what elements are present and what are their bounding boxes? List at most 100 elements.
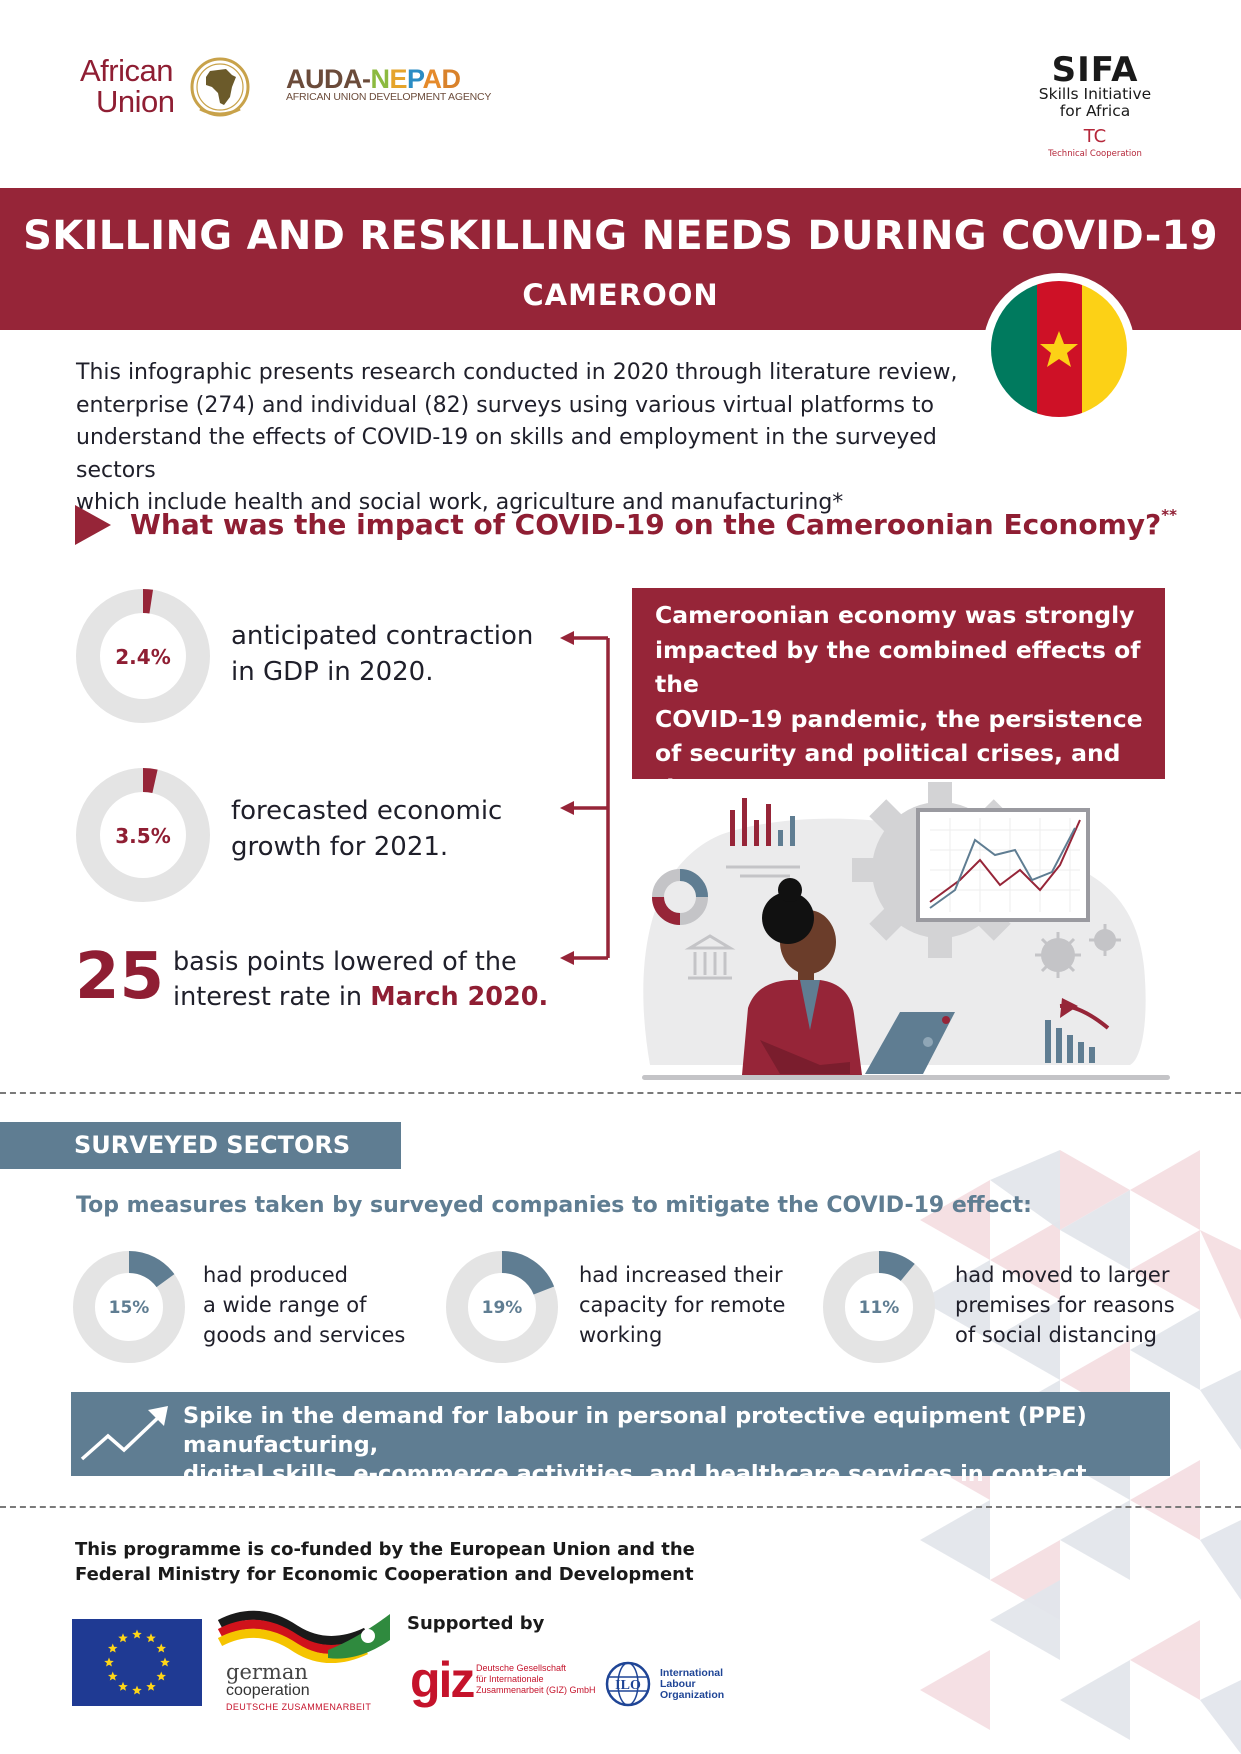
funding-line2: Federal Ministry for Economic Cooperatio…: [75, 1564, 694, 1585]
measure-2-line3: working: [579, 1323, 663, 1347]
sifa-line2: for Africa: [1059, 102, 1131, 120]
labour-demand-box: Spike in the demand for labour in person…: [71, 1392, 1170, 1516]
au-logo-line1: African: [80, 53, 173, 88]
african-union-logo: African Union: [78, 55, 258, 119]
cameroon-flag-icon: [983, 273, 1135, 425]
giz-sub-3: Zusammenarbeit (GIZ) GmbH: [476, 1685, 596, 1695]
play-triangle-icon: [75, 505, 111, 545]
intro-line-2: enterprise (274) and individual (82) sur…: [76, 392, 935, 418]
measure-3-value: 11%: [858, 1298, 900, 1318]
auda-n: N: [370, 64, 391, 94]
measure-1-line1: had produced: [203, 1263, 348, 1287]
impact-box-line1: Cameroonian economy was strongly: [655, 601, 1135, 629]
eu-star-icon: [156, 1643, 166, 1653]
ilo-sub-1: International: [660, 1667, 724, 1679]
giz-wordmark: giz: [410, 1652, 475, 1708]
gdp-contraction-value: 2.4%: [115, 645, 171, 669]
measure-3-line3: of social distancing: [955, 1323, 1158, 1347]
measure-1-line2: a wide range of: [203, 1293, 367, 1317]
donut-value-arc: [73, 1251, 185, 1363]
german-flag-ribbon-icon: [218, 1610, 390, 1663]
gdp-contraction-line1: anticipated contraction: [231, 621, 534, 651]
auda-part1: AUDA-: [286, 64, 371, 94]
section-divider: [0, 1092, 1241, 1094]
eu-star-icon: [132, 1629, 142, 1639]
german-line2: cooperation: [226, 1682, 310, 1699]
german-cooperation-logo: german cooperation DEUTSCHE ZUSAMMENARBE…: [218, 1610, 393, 1712]
basis-points-date: March 2020.: [370, 982, 549, 1012]
measure-3-donut: [823, 1251, 935, 1363]
donut-value-arc: [823, 1251, 935, 1363]
ilo-sub-3: Organization: [660, 1689, 725, 1701]
impact-box-line2: impacted by the combined effects of the: [655, 635, 1141, 699]
eu-star-icon: [108, 1671, 118, 1681]
trend-up-arrow-icon: [80, 1406, 168, 1461]
measure-3-text: had moved to larger premises for reasons…: [955, 1260, 1175, 1350]
auda-a: A: [422, 64, 443, 94]
sifa-line1: Skills Initiative: [1038, 85, 1152, 103]
basis-points-line1: basis points lowered of the: [173, 947, 517, 977]
ilo-sub-2: Labour: [660, 1678, 696, 1690]
footer-divider: [0, 1506, 1241, 1508]
measure-2-value: 19%: [481, 1298, 523, 1318]
supported-by-label: Supported by: [407, 1613, 545, 1634]
auda-d: D: [441, 64, 462, 94]
giz-logo: giz Deutsche Gesellschaft für Internatio…: [410, 1652, 596, 1711]
funding-statement: This programme is co-funded by the Europ…: [75, 1537, 695, 1587]
eu-star-icon: [104, 1657, 114, 1667]
eu-flag-icon: [72, 1619, 202, 1706]
impact-box-line4: of security and political crises, and th…: [655, 739, 1121, 802]
auda-nepad-logo: AUDA-NEPAD AFRICAN UNION DEVELOPMENT AGE…: [286, 64, 491, 108]
eu-star-icon: [146, 1633, 156, 1643]
eu-star-icon: [156, 1671, 166, 1681]
german-line1: german: [226, 1660, 308, 1684]
impact-heading-text: What was the impact of COVID-19 on the C…: [130, 508, 1162, 541]
economist-illustration: [642, 782, 1170, 1080]
growth-forecast-donut: [76, 768, 210, 902]
growth-forecast-line1: forecasted economic: [231, 796, 503, 826]
intro-line-3: understand the effects of COVID-19 on sk…: [76, 425, 937, 483]
impact-heading: What was the impact of COVID-19 on the C…: [130, 506, 1177, 541]
measure-1-value: 15%: [108, 1298, 150, 1318]
measure-3-line2: premises for reasons: [955, 1293, 1175, 1317]
eu-star-icon: [108, 1643, 118, 1653]
auda-p: P: [407, 64, 423, 94]
basis-points-line2: interest rate in March 2020.: [173, 980, 548, 1015]
measure-2-line1: had increased their: [579, 1263, 783, 1287]
spike-line1: Spike in the demand for labour in person…: [183, 1403, 1087, 1458]
impact-summary-box: Cameroonian economy was strongly impacte…: [632, 588, 1165, 836]
au-logo-line2: Union: [96, 84, 175, 119]
eu-star-icon: [132, 1685, 142, 1695]
page-title: SKILLING AND RESKILLING NEEDS DURING COV…: [23, 213, 1218, 259]
surveyed-sectors-tab: SURVEYED SECTORS: [0, 1122, 401, 1169]
measure-2-text: had increased their capacity for remote …: [579, 1260, 785, 1350]
german-line3: DEUTSCHE ZUSAMMENARBEIT: [226, 1702, 372, 1712]
gdp-contraction-line2: in GDP in 2020.: [231, 657, 434, 687]
measure-1-donut: [73, 1251, 185, 1363]
ilo-logo: ILO International Labour Organization: [604, 1660, 724, 1710]
auda-subtitle: AFRICAN UNION DEVELOPMENT AGENCY: [286, 91, 492, 103]
sifa-main: SIFA: [1051, 50, 1139, 90]
giz-sub-2: für Internationale: [476, 1674, 544, 1684]
basis-points-line2-prefix: interest rate in: [173, 982, 371, 1012]
gdp-contraction-donut: [76, 589, 210, 723]
spike-line2: digital skills, e-commerce activities, a…: [183, 1461, 1087, 1516]
intro-line-4: which include health and social work, ag…: [76, 490, 844, 515]
measure-2-donut: [446, 1251, 558, 1363]
basis-points-number: 25: [75, 940, 165, 1014]
growth-forecast-line2: growth for 2021.: [231, 832, 449, 862]
measure-2-line2: capacity for remote: [579, 1293, 786, 1317]
ilo-emblem-icon: ILO: [605, 1661, 651, 1707]
intro-paragraph: This infographic presents research condu…: [76, 357, 1016, 520]
donut-value-arc: [446, 1251, 558, 1363]
funding-line1: This programme is co-funded by the Europ…: [75, 1539, 695, 1560]
donut-value-arc: [76, 768, 210, 902]
auda-e: E: [389, 64, 408, 94]
eu-star-icon: [118, 1633, 128, 1643]
measure-1-line3: goods and services: [203, 1323, 406, 1347]
growth-forecast-value: 3.5%: [115, 824, 171, 848]
tc-label: TC: [1083, 126, 1107, 147]
growth-forecast-text: forecasted economic growth for 2021.: [231, 793, 502, 865]
ilo-mark: ILO: [615, 1678, 641, 1693]
connector-bracket: [560, 631, 610, 965]
